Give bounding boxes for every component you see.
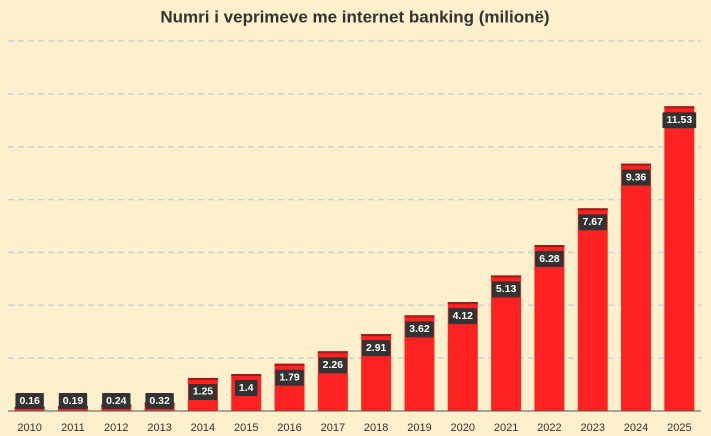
bar-cap xyxy=(447,302,478,305)
value-label-box xyxy=(234,380,258,396)
x-tick-label: 2021 xyxy=(494,422,518,434)
x-tick-label: 2012 xyxy=(104,422,128,434)
x-tick-label: 2023 xyxy=(580,422,604,434)
value-label: 6.28 xyxy=(539,253,560,265)
bar-cap xyxy=(361,334,392,337)
value-label: 1.25 xyxy=(193,386,214,398)
bar xyxy=(621,163,652,411)
value-label-box xyxy=(491,281,521,298)
bar-cap xyxy=(534,245,565,248)
value-label-box xyxy=(145,393,174,409)
value-label-box xyxy=(662,112,697,129)
value-label-box xyxy=(621,169,651,186)
bar-cap xyxy=(491,275,522,278)
bar xyxy=(577,208,608,411)
bar xyxy=(664,106,695,412)
x-tick-label: 2020 xyxy=(451,422,475,434)
value-label-box xyxy=(578,214,607,231)
bar-cap xyxy=(231,374,262,376)
value-label: 0.16 xyxy=(19,395,40,407)
x-tick-label: 2015 xyxy=(234,422,258,434)
value-label-box xyxy=(58,393,88,409)
value-label: 9.36 xyxy=(626,171,647,183)
bar-cap xyxy=(577,208,608,211)
value-label: 0.32 xyxy=(149,395,170,407)
bar xyxy=(534,245,565,411)
bar-cap xyxy=(187,377,218,380)
value-label: 4.12 xyxy=(453,310,474,322)
value-label-box xyxy=(15,393,44,409)
bar-cap xyxy=(404,315,435,318)
x-tick-label: 2025 xyxy=(667,422,691,434)
x-tick-label: 2010 xyxy=(17,422,41,434)
chart-title: Numri i veprimeve me internet banking (m… xyxy=(160,7,549,26)
x-tick-label: 2014 xyxy=(191,422,215,434)
bar-cap xyxy=(664,106,695,109)
value-label: 5.13 xyxy=(496,283,517,295)
value-label: 0.19 xyxy=(63,395,84,407)
value-label: 11.53 xyxy=(666,114,692,126)
value-label: 3.62 xyxy=(409,323,430,335)
value-label: 2.91 xyxy=(366,342,387,354)
value-label-box xyxy=(405,321,434,338)
value-label: 0.24 xyxy=(106,395,127,407)
x-tick-label: 2016 xyxy=(277,422,301,434)
value-label: 1.4 xyxy=(239,382,254,394)
x-tick-label: 2011 xyxy=(61,422,85,434)
x-tick-label: 2013 xyxy=(147,422,171,434)
x-tick-label: 2017 xyxy=(321,422,345,434)
x-tick-label: 2018 xyxy=(364,422,388,434)
value-label-box xyxy=(361,340,391,357)
x-tick-label: 2019 xyxy=(407,422,431,434)
value-label: 1.79 xyxy=(279,371,300,383)
x-tick-label: 2024 xyxy=(624,422,648,434)
bar-cap xyxy=(274,363,305,366)
bar xyxy=(491,275,522,411)
value-label-box xyxy=(535,251,564,268)
value-label-box xyxy=(448,308,477,325)
value-label-box xyxy=(275,369,304,386)
bar-cap xyxy=(621,163,652,166)
value-label-box xyxy=(102,393,131,409)
x-tick-label: 2022 xyxy=(537,422,561,434)
value-label: 2.26 xyxy=(323,359,344,371)
value-label-box xyxy=(188,383,218,400)
value-label: 7.67 xyxy=(583,216,604,228)
bar-cap xyxy=(317,351,348,354)
value-label-box xyxy=(318,357,348,374)
